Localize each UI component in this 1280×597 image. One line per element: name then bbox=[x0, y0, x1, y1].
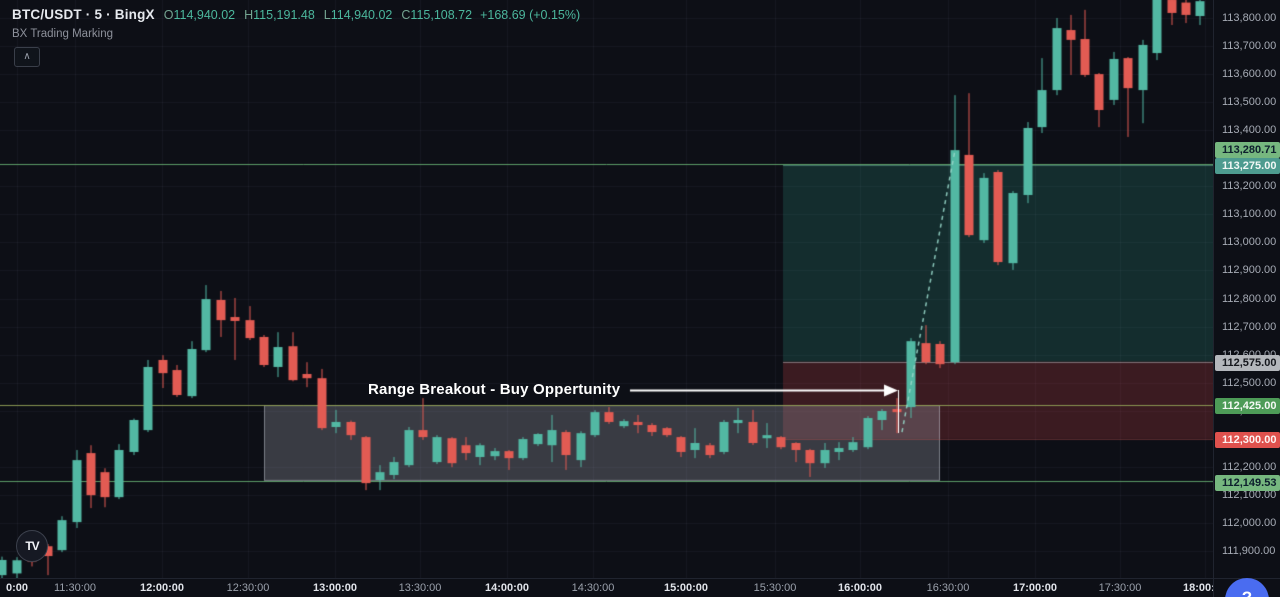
price-tick-label: 113,400.00 bbox=[1222, 124, 1277, 137]
time-tick-label: 13:30:00 bbox=[398, 582, 442, 594]
price-tick-label: 112,500.00 bbox=[1222, 376, 1277, 389]
price-tick-label: 113,000.00 bbox=[1222, 236, 1277, 249]
time-tick-label: 14:00:00 bbox=[484, 582, 530, 594]
price-axis[interactable]: 113,800.00 113,700.00 113,600.00 113,500.00… bbox=[1213, 0, 1280, 578]
price-tick-label: 113,800.00 bbox=[1222, 12, 1277, 24]
price-tick-label: 112,100.00 bbox=[1222, 488, 1277, 501]
symbol-title[interactable]: BTC/USDT · 5 · BingX bbox=[12, 7, 155, 22]
price-badge[interactable]: 112,300.00 bbox=[1215, 432, 1280, 448]
price-tick-label: 111,900.00 bbox=[1222, 545, 1276, 557]
time-tick-label: 15:30:00 bbox=[753, 582, 797, 594]
time-tick-label: 17:00:00 bbox=[1012, 582, 1058, 594]
tradingview-logo-glyph: TV bbox=[25, 539, 39, 553]
indicator-label[interactable]: BX Trading Marking bbox=[12, 28, 113, 40]
ohlc-low: L114,940.02 bbox=[323, 8, 393, 22]
breakout-annotation-text[interactable]: Range Breakout - Buy Oppertunity bbox=[368, 381, 621, 398]
candlestick-chart-canvas[interactable] bbox=[0, 0, 1213, 578]
price-tick-label: 112,700.00 bbox=[1222, 320, 1277, 333]
time-axis[interactable]: 0:00 11:30:00 12:00:00 12:30:00 13:00:00 13:3… bbox=[0, 578, 1280, 597]
time-tick-label: 11:30:00 bbox=[53, 582, 96, 594]
ohlc-high: H115,191.48 bbox=[244, 8, 315, 22]
price-badge[interactable]: 112,575.00 bbox=[1215, 355, 1280, 371]
ohlc-close: C115,108.72 bbox=[401, 8, 473, 22]
help-button[interactable]: ? bbox=[1225, 578, 1269, 597]
time-tick-label: 12:30:00 bbox=[226, 582, 270, 594]
price-badge[interactable]: 112,425.00 bbox=[1215, 398, 1280, 414]
price-badge[interactable]: 113,275.00 bbox=[1215, 158, 1280, 174]
time-tick-label: 14:30:00 bbox=[571, 582, 615, 594]
price-tick-label: 112,900.00 bbox=[1222, 264, 1277, 277]
time-tick-label: 13:00:00 bbox=[312, 582, 358, 594]
price-tick-label: 113,200.00 bbox=[1222, 180, 1277, 193]
symbol-header: BTC/USDT · 5 · BingX O114,940.02 H115,191.… bbox=[12, 6, 580, 24]
time-tick-label: 16:00:00 bbox=[837, 582, 883, 594]
price-tick-label: 113,700.00 bbox=[1222, 40, 1277, 53]
time-tick-label: 0:00 bbox=[5, 582, 29, 594]
price-tick-label: 113,500.00 bbox=[1222, 96, 1277, 109]
price-tick-label: 112,000.00 bbox=[1222, 516, 1277, 529]
price-tick-label: 113,100.00 bbox=[1222, 208, 1277, 221]
collapse-pane-button[interactable]: ∧ bbox=[14, 47, 40, 67]
time-tick-label: 17:30:00 bbox=[1098, 582, 1142, 594]
price-tick-label: 112,800.00 bbox=[1222, 292, 1277, 305]
time-tick-label: 16:30:00 bbox=[926, 582, 970, 594]
time-tick-label: 12:00:00 bbox=[139, 582, 185, 594]
price-change: +168.69 (+0.15%) bbox=[480, 8, 581, 22]
price-tick-label: 113,600.00 bbox=[1222, 68, 1277, 81]
tradingview-logo[interactable]: TV bbox=[16, 530, 48, 562]
price-badge[interactable]: 112,149.53 bbox=[1215, 475, 1280, 491]
ohlc-open: O114,940.02 bbox=[163, 8, 236, 22]
time-tick-label: 15:00:00 bbox=[663, 582, 709, 594]
price-badge[interactable]: 113,280.71 bbox=[1215, 142, 1280, 158]
chevron-up-icon: ∧ bbox=[23, 51, 31, 62]
price-tick-label: 112,200.00 bbox=[1222, 460, 1277, 473]
question-mark-icon: ? bbox=[1242, 588, 1252, 597]
